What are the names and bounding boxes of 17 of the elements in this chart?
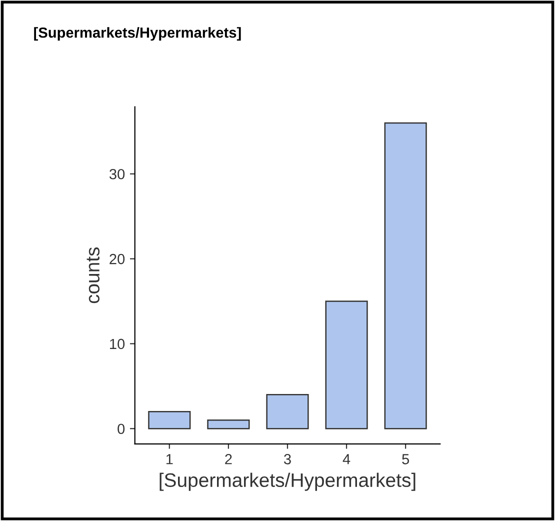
y-tick-label: 20 (110, 254, 125, 264)
y-axis-title: counts (86, 247, 100, 304)
bar (325, 300, 368, 430)
bar (384, 122, 427, 430)
x-tick-label: 1 (166, 454, 173, 464)
bar (148, 411, 191, 430)
y-tick-label: 30 (109, 168, 125, 180)
bar (207, 419, 250, 430)
y-tick-label: 10 (110, 338, 125, 350)
x-tick-label: 3 (284, 454, 291, 464)
chart-title: [Supermarkets/Hypermarkets] (34, 27, 241, 41)
bar (266, 394, 309, 430)
x-axis-title: [Supermarkets/Hypermarkets] (160, 472, 416, 491)
x-tick-label: 4 (342, 454, 350, 464)
y-tick-label: 0 (118, 424, 125, 434)
x-tick-label: 5 (402, 454, 410, 464)
x-tick-label: 2 (225, 454, 232, 464)
